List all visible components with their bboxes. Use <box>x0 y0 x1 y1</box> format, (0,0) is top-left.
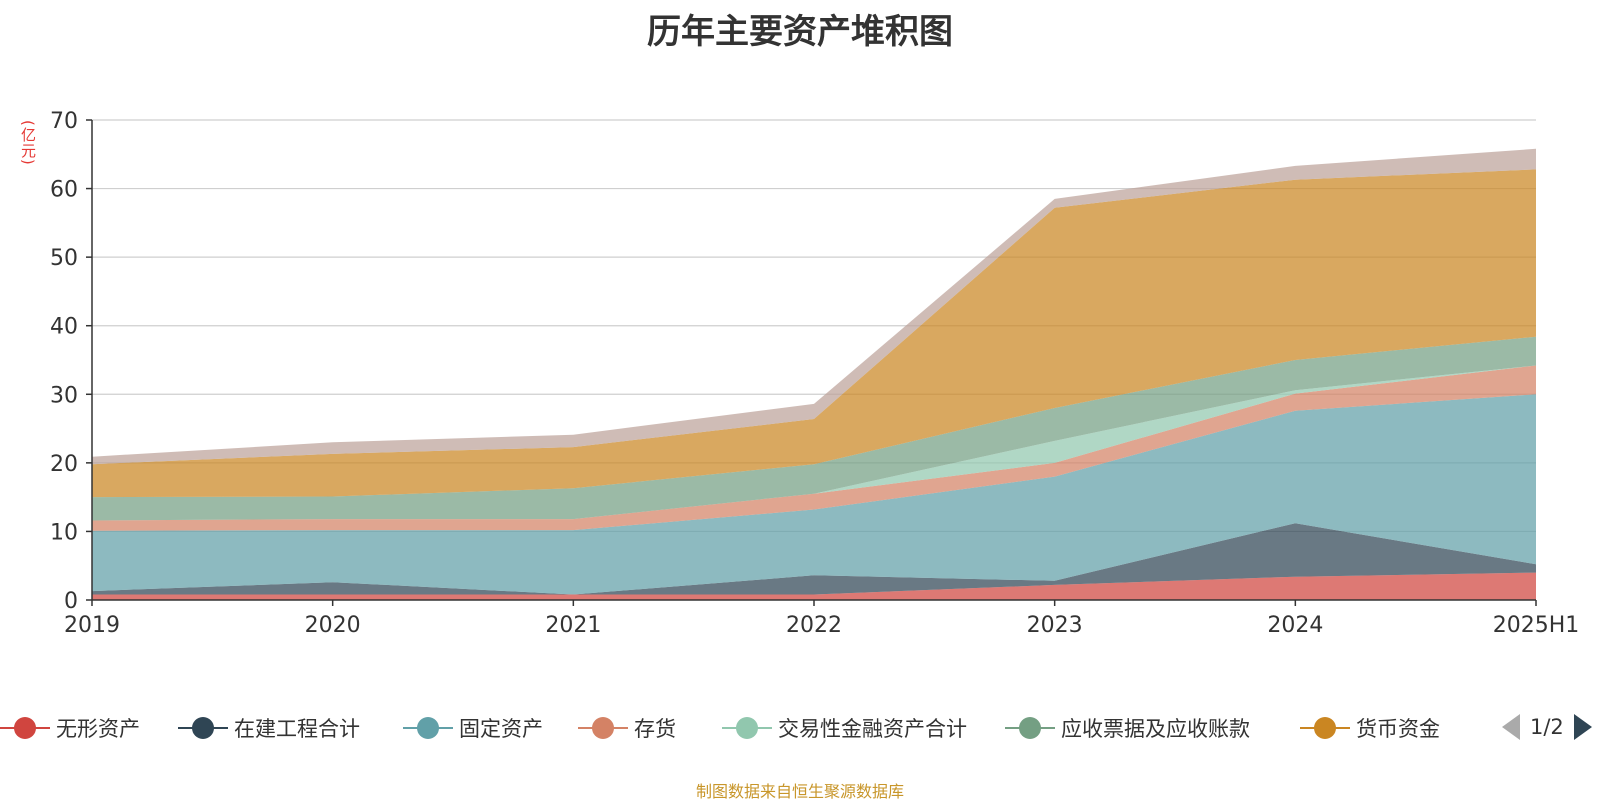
legend-item-0[interactable]: 无形资产 <box>0 708 140 748</box>
area-series-2[interactable] <box>92 394 1536 595</box>
area-series-4[interactable] <box>92 365 1536 521</box>
chart-title: 历年主要资产堆积图 <box>647 12 953 52</box>
area-series-6[interactable] <box>92 169 1536 498</box>
y-tick-label: 30 <box>50 383 78 408</box>
axes: 0 10 20 30 40 50 60 70 2019 2020 2021 2022 2023 2024 2… <box>50 109 1579 638</box>
x-tick-label: 2020 <box>305 613 361 638</box>
legend-label: 在建工程合计 <box>234 717 360 741</box>
x-tick-label: 2021 <box>545 613 601 638</box>
legend-marker-icon <box>0 717 50 739</box>
y-tick-label: 20 <box>50 452 78 477</box>
legend-item-5[interactable]: 应收票据及应收账款 <box>1005 708 1250 748</box>
area-series <box>92 148 1536 600</box>
legend-item-6[interactable]: 货币资金 <box>1300 708 1440 748</box>
legend-item-2[interactable]: 固定资产 <box>403 708 543 748</box>
area-series-0[interactable] <box>92 572 1536 600</box>
y-axis-unit-label: (亿元) <box>19 120 37 166</box>
legend-marker-icon <box>178 717 228 739</box>
legend-marker-icon <box>722 717 772 739</box>
triangle-left-icon[interactable] <box>1500 712 1522 742</box>
y-tick-label: 0 <box>64 589 78 614</box>
legend-label: 存货 <box>634 717 676 741</box>
stacked-area-chart: 0 10 20 30 40 50 60 70 2019 2020 2021 2022 2023 2024 2… <box>50 109 1579 638</box>
x-tick-label: 2022 <box>786 613 842 638</box>
area-series-3[interactable] <box>92 365 1536 531</box>
legend-pager: 1/2 <box>1500 712 1594 742</box>
legend-item-3[interactable]: 存货 <box>578 708 676 748</box>
legend-label: 货币资金 <box>1356 717 1440 741</box>
x-tick-label: 2025H1 <box>1493 613 1580 638</box>
legend-label: 固定资产 <box>459 717 543 741</box>
x-tick-label: 2024 <box>1267 613 1323 638</box>
y-tick-label: 60 <box>50 178 78 203</box>
legend-marker-icon <box>403 717 453 739</box>
legend-page-indicator: 1/2 <box>1530 715 1564 739</box>
area-series-1[interactable] <box>92 523 1536 595</box>
triangle-right-icon[interactable] <box>1572 712 1594 742</box>
y-tick-label: 10 <box>50 520 78 545</box>
legend-marker-icon <box>578 717 628 739</box>
x-tick-label: 2023 <box>1027 613 1083 638</box>
legend-item-4[interactable]: 交易性金融资产合计 <box>722 708 967 748</box>
legend-label: 无形资产 <box>56 717 140 741</box>
area-series-5[interactable] <box>92 336 1536 521</box>
legend-label: 应收票据及应收账款 <box>1061 717 1250 741</box>
y-tick-label: 70 <box>50 109 78 134</box>
data-source-note: 制图数据来自恒生聚源数据库 <box>695 782 904 801</box>
legend: 无形资产 在建工程合计 固定资产 存货 交易性金融资产合计 应收票据及应收账款 货币资金 <box>0 708 1600 748</box>
y-tick-label: 50 <box>50 246 78 271</box>
legend-marker-icon <box>1005 717 1055 739</box>
legend-item-1[interactable]: 在建工程合计 <box>178 708 360 748</box>
legend-marker-icon <box>1300 717 1350 739</box>
legend-label: 交易性金融资产合计 <box>778 717 967 741</box>
y-tick-label: 40 <box>50 315 78 340</box>
x-tick-label: 2019 <box>64 613 120 638</box>
